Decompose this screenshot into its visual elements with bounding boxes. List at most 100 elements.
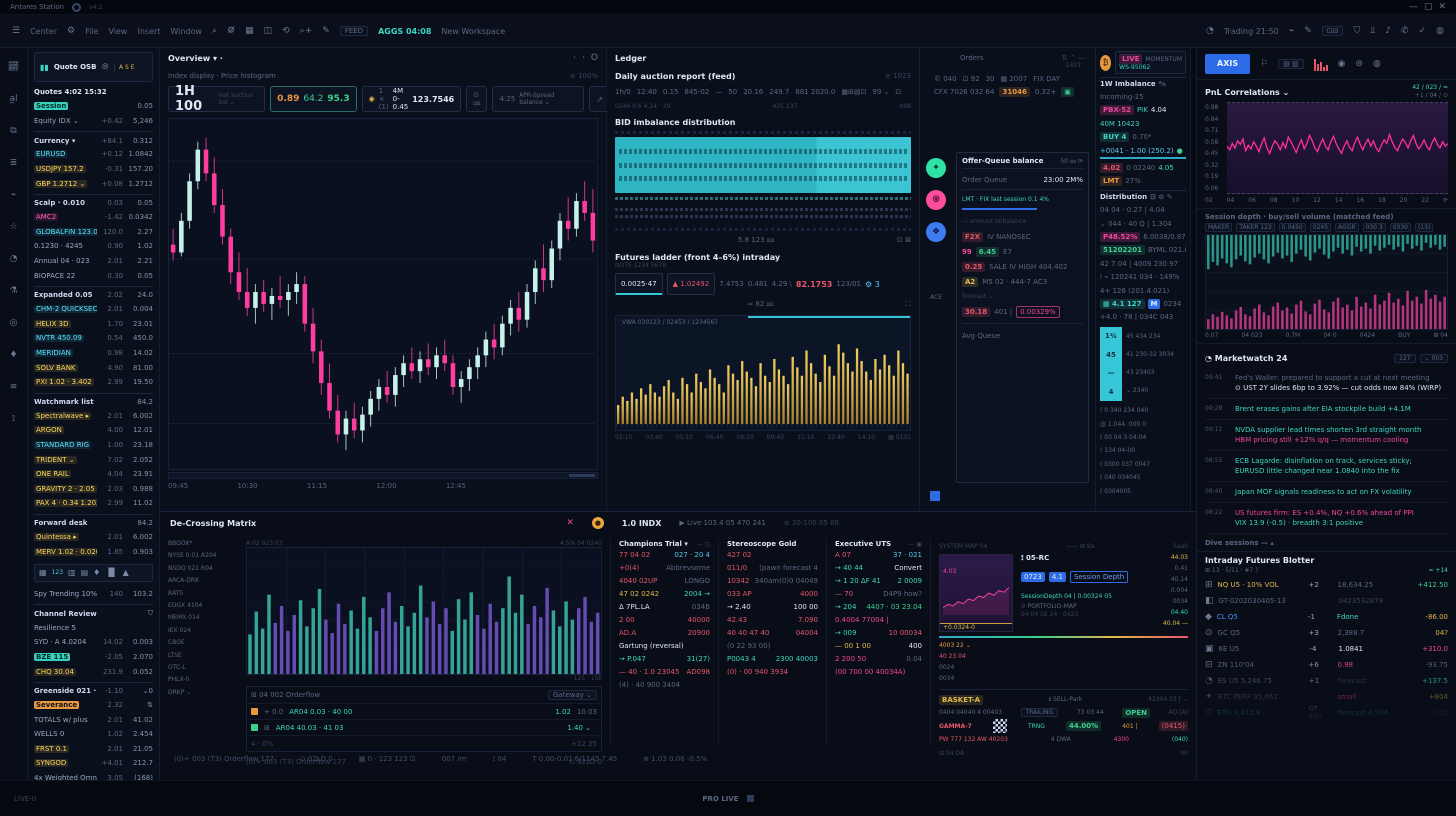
- mode-box[interactable]: ⊙ ⅏: [466, 86, 488, 112]
- clock-icon[interactable]: ◔: [9, 254, 18, 264]
- watchlist-row[interactable]: SYNGOD +4.01 212.7: [34, 759, 153, 768]
- mini-row[interactable]: 42 7.04 | 4009 230.97: [1100, 259, 1179, 268]
- interval-box[interactable]: ◉ 1 × (1) 4M 0-0.45 123.7546: [361, 86, 462, 112]
- bracket-row[interactable]: ( 0 340 234 040: [1100, 407, 1149, 415]
- bracket-row[interactable]: @ 1.044 .000 0: [1100, 420, 1147, 428]
- news-item[interactable]: 08:40 Japan MOF signals readiness to act…: [1205, 482, 1448, 503]
- mini-row[interactable]: ▦ 4.1 127 M 0234: [1100, 297, 1186, 310]
- a1-icon[interactable]: a̲l: [9, 94, 18, 104]
- heat-footer-icons[interactable]: ⊡ ⊠: [897, 236, 911, 244]
- menu-insert[interactable]: Insert: [137, 26, 161, 36]
- news-footer[interactable]: Dive sessions — ▴: [1205, 539, 1274, 547]
- stat-token[interactable]: 249.7: [769, 88, 790, 96]
- working-orders-icon[interactable]: ❖: [926, 222, 946, 242]
- pin-icon[interactable]: ⟟: [11, 414, 16, 424]
- pnl-spark-card[interactable]: 4.03 +0.0324-0: [939, 554, 1013, 632]
- watchlist-row[interactable]: SYD · A 4.0204 14.02 0.003: [34, 638, 153, 647]
- mover-row[interactable]: — 70 D4P9 how?: [835, 589, 922, 598]
- mini-row[interactable]: 4+ 126 (201.4.021): [1100, 286, 1170, 295]
- mover-row[interactable]: P0043 4 2300 40003: [727, 654, 818, 663]
- watchlist-row[interactable]: 0.1230 · 4245 0.90 1.02: [34, 242, 153, 251]
- mover-row[interactable]: 77 04 02 027 · 20 4: [619, 550, 710, 559]
- gear-icon[interactable]: ⚙: [67, 26, 76, 36]
- watchlist-row[interactable]: TRIDENT ⌄ 7.02 2.052: [34, 455, 153, 464]
- qty-field[interactable]: 0.0025·47: [615, 273, 663, 295]
- watchlist-row[interactable]: Quintessa ▸ 2.01 6.002: [34, 532, 153, 541]
- mini-row[interactable]: [1100, 157, 1186, 161]
- mover-row[interactable]: 2 200 50 0.04: [835, 654, 922, 663]
- imbalance-heatmap[interactable]: [615, 137, 911, 193]
- watchlist-row[interactable]: FRST 0.1 2.01 21.05: [34, 744, 153, 753]
- orderflow-row[interactable]: ⊞ AR04 40.03 · 41 03 1.40 ⌄: [247, 719, 601, 735]
- mini-row[interactable]: LMT 27%: [1100, 175, 1186, 188]
- mover-row[interactable]: → P.047 31(27): [619, 654, 710, 663]
- watchlist-row[interactable]: STANDARD RIG 1.00 23.18: [34, 440, 153, 449]
- orders-title[interactable]: Orders: [960, 54, 984, 62]
- mover-row[interactable]: → 204 4407 · 03 23.04: [835, 602, 922, 611]
- trend-icon[interactable]: 📈︎: [7, 62, 20, 72]
- quote-card-seg[interactable]: A S E: [113, 63, 135, 71]
- mover-row[interactable]: AD.A 20900: [619, 628, 710, 637]
- watchlist-row[interactable]: MERV 1.02 · 0.0204 1.85 0.903: [34, 547, 153, 556]
- feed-badge[interactable]: FEED: [339, 26, 369, 36]
- watchlist-row[interactable]: Annual 04 · 023 2.01 2.21: [34, 257, 153, 266]
- trailing-chip[interactable]: TRAILING: [1020, 708, 1059, 717]
- price-box[interactable]: 1H 100 last auction bid ⌄: [168, 84, 266, 114]
- bottom-symbol[interactable]: 1.0 INDX: [621, 518, 662, 528]
- phone-icon[interactable]: ✆: [1401, 26, 1409, 36]
- blotter-row[interactable]: ▣ 6E U5 -4 1.0841 +310.0: [1205, 644, 1448, 654]
- minimize-icon[interactable]: —: [1408, 2, 1418, 12]
- alerts-histogram-icon[interactable]: [1313, 57, 1328, 71]
- mini-row[interactable]: ⟊ ⌁ 120241 034 · 149%: [1100, 272, 1180, 281]
- watchlist-row[interactable]: SOLV BANK 4.90 81.00: [34, 363, 153, 372]
- candlestick-chart[interactable]: [168, 118, 598, 470]
- order-flag-badge[interactable]: F2X: [962, 231, 984, 242]
- zoom-plus-icon[interactable]: ⌕+: [299, 26, 313, 36]
- blotter-row[interactable]: ◧ GT-0202030405-13 0423532879: [1205, 596, 1384, 606]
- grid-layout-icon[interactable]: ▦: [245, 26, 254, 36]
- star-icon[interactable]: ☆: [9, 222, 18, 232]
- center-title[interactable]: Ledger: [615, 53, 647, 63]
- orders-window-icons[interactable]: ⇅ ⌃ —: [1061, 54, 1085, 62]
- stat-token[interactable]: 99 ⌄: [872, 88, 890, 96]
- venue-label[interactable]: LTSE: [168, 651, 182, 659]
- filter-icon[interactable]: ⚙̸: [227, 26, 236, 36]
- edit-icon[interactable]: ✎: [1304, 26, 1312, 36]
- news-item[interactable]: 08:22 US futures firm: ES +0.4%, NQ +0.6…: [1205, 503, 1448, 534]
- news-item[interactable]: 09:12 NVDA supplier lead times shorten 3…: [1205, 420, 1448, 451]
- card-icons[interactable]: 50 ⅏ ⟳: [1060, 158, 1083, 165]
- stat-token[interactable]: ⊡: [895, 88, 902, 96]
- watchlist-row[interactable]: Spectralwave ▸ 2.01 6.002: [34, 411, 153, 420]
- mover-row[interactable]: → 40 44 Convert: [835, 563, 922, 572]
- watchlist-row[interactable]: HELIX 3D 1.70 23.01: [34, 319, 153, 328]
- bracket-row[interactable]: ( 040 034045: [1100, 474, 1141, 482]
- filled-orders-icon[interactable]: ✦: [926, 158, 946, 178]
- blotter-row[interactable]: ◔ ES U5 5,246.75 +1 forecast +137.5: [1205, 676, 1448, 686]
- mover-row[interactable]: 033 AP 4000: [727, 589, 818, 598]
- watchlist-row[interactable]: Resilience 5: [34, 623, 76, 632]
- mini-row[interactable]: 04 04 · 0.27 | 4.04: [1100, 206, 1165, 215]
- rejected-orders-icon[interactable]: ♼: [926, 190, 946, 210]
- menu-view[interactable]: View: [108, 26, 128, 36]
- mover-row[interactable]: 42.43 7.090: [727, 615, 818, 624]
- panel-layout-icon[interactable]: ◫: [263, 26, 273, 36]
- spread-box[interactable]: 4:25 APR-Spread balance ⌄: [492, 86, 585, 112]
- basket-chip[interactable]: BASKET-A: [939, 694, 984, 705]
- watchlist-row[interactable]: GLOBALFIN 123.02 120.0 2.27: [34, 227, 153, 236]
- watchlist-row[interactable]: Currency ▾ +84.1 0.312: [34, 131, 153, 147]
- watchlist-row[interactable]: ARGON 4.00 12.01: [34, 426, 153, 435]
- mini-row[interactable]: Incoming-25: [1100, 93, 1144, 102]
- stat-token[interactable]: 881 2020.0: [795, 88, 836, 96]
- stat-token[interactable]: 0.15: [662, 88, 679, 96]
- bell-icon[interactable]: ♪: [1385, 26, 1392, 36]
- menu-file[interactable]: File: [85, 26, 99, 36]
- quote-source-card[interactable]: ▮▮ Quote OSB ⊜ A S E: [34, 52, 153, 82]
- mover-row[interactable]: 427 02: [727, 550, 752, 559]
- chart-popout-icon[interactable]: ·: [582, 53, 585, 63]
- mini-row[interactable]: ⌄ 044 · 40 Q | 1.304: [1100, 219, 1172, 228]
- watchlist-row[interactable]: PAX 4 · 0.34 1.2024 2.99 11.02: [34, 499, 153, 508]
- mover-row[interactable]: 4040 02UP LONGO: [619, 576, 710, 585]
- mover-row[interactable]: — 40 · 1.0 23045 AD098: [619, 667, 710, 676]
- mini-row[interactable]: 4.02 0 02240 4.05: [1100, 161, 1186, 174]
- mover-row[interactable]: — 00 1 00 400: [835, 641, 922, 650]
